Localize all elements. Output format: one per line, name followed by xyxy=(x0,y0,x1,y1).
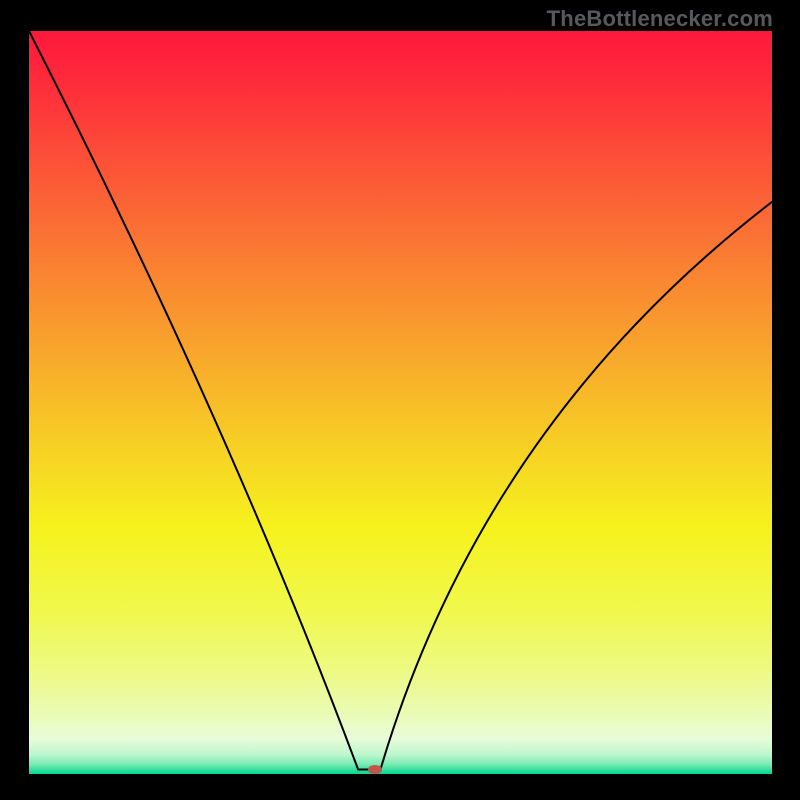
bottleneck-curve xyxy=(29,31,772,774)
chart-frame: TheBottlenecker.com xyxy=(0,0,800,800)
watermark-text: TheBottlenecker.com xyxy=(547,6,773,32)
plot-area xyxy=(29,31,772,774)
